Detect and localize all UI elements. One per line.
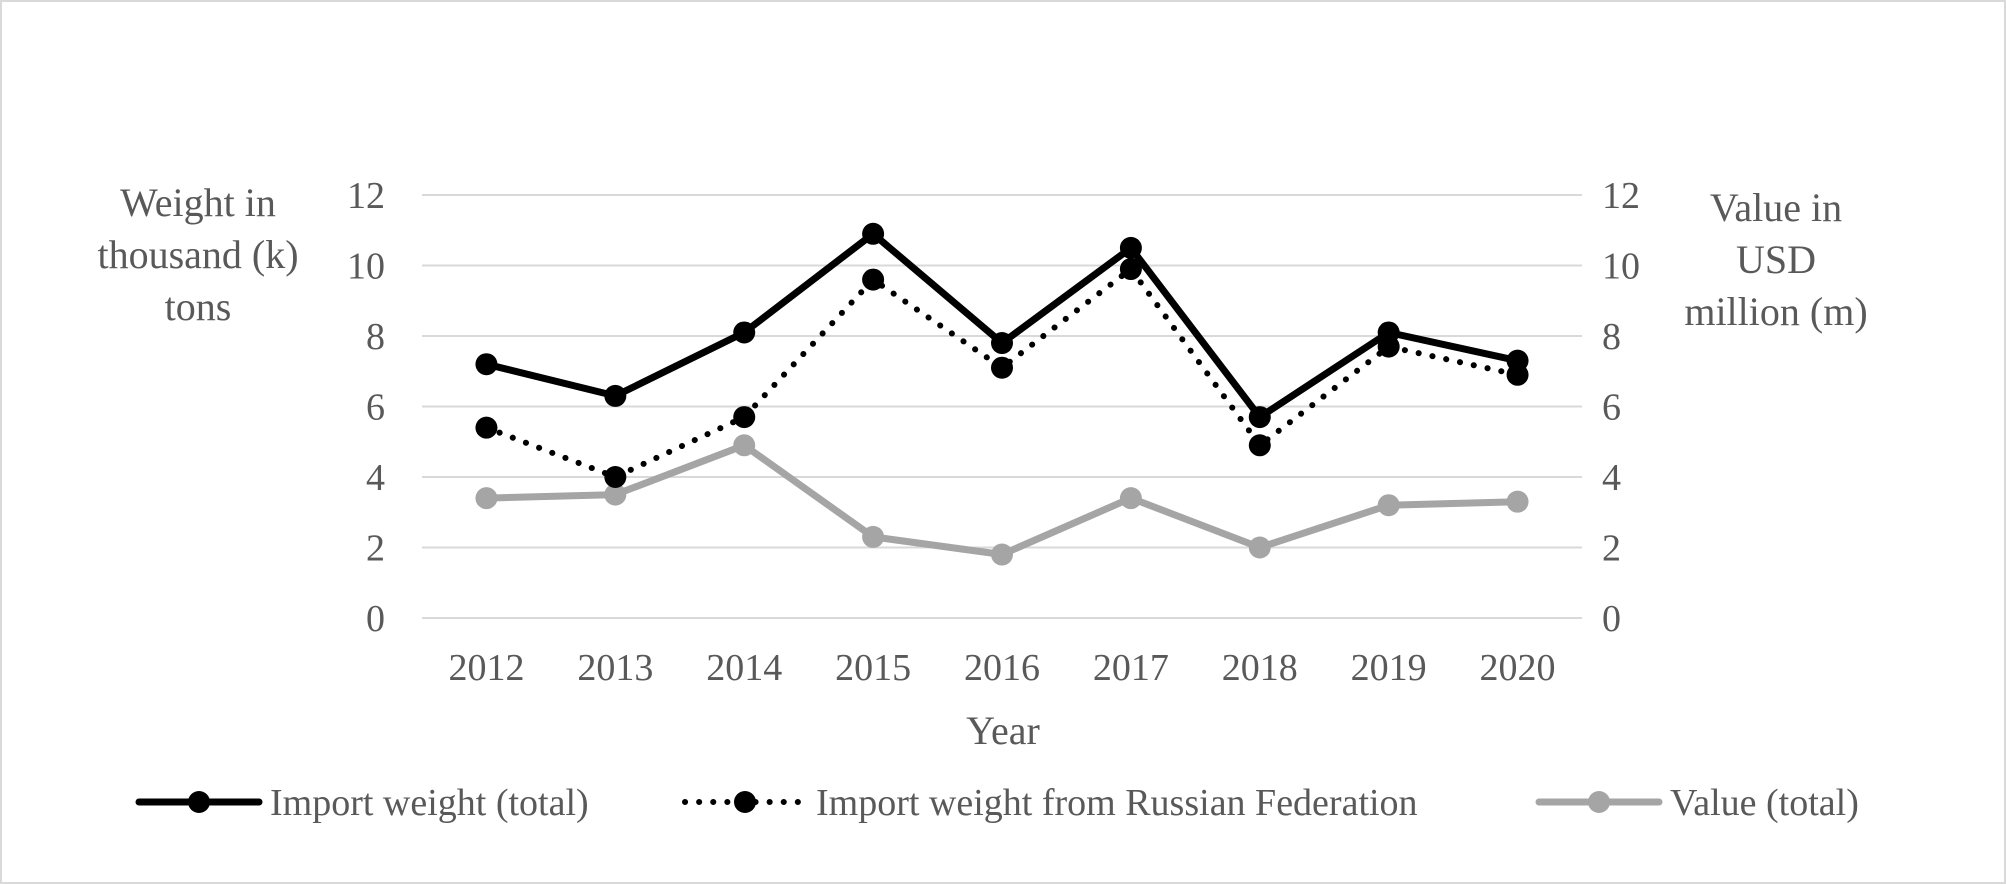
- y-right-tick-label: 10: [1602, 246, 1640, 288]
- axis-title-line: Value in: [1710, 185, 1842, 230]
- data-point: [1119, 236, 1142, 259]
- data-point: [1248, 434, 1271, 457]
- y-axis-left-title: Weight in thousand (k) tons: [97, 180, 298, 329]
- data-point: [1506, 490, 1529, 513]
- data-point: [604, 483, 627, 506]
- y-left-tick-label: 6: [366, 387, 385, 429]
- y-right-tick-label: 2: [1602, 528, 1621, 570]
- series-2: [475, 434, 1529, 566]
- data-point: [733, 434, 756, 457]
- data-point: [1506, 349, 1529, 372]
- series-line: [482, 230, 1522, 421]
- series-1: [475, 258, 1529, 488]
- series-line: [483, 266, 1521, 480]
- data-point: [733, 321, 756, 344]
- legend-item: Import weight (total): [135, 782, 589, 824]
- data-point: [1248, 406, 1271, 429]
- legend-label: Import weight (total): [270, 782, 589, 824]
- y-left-tick-label: 4: [366, 457, 385, 499]
- axis-title-line: tons: [165, 284, 232, 329]
- y-left-tick-label: 10: [347, 246, 385, 288]
- x-tick-label: 2014: [706, 647, 782, 689]
- y-left-tick-label: 0: [366, 598, 385, 640]
- x-tick-label: 2017: [1093, 647, 1169, 689]
- data-point: [862, 525, 885, 548]
- data-point: [1377, 321, 1400, 344]
- x-tick-label: 2013: [577, 647, 653, 689]
- data-point: [475, 487, 498, 510]
- data-point: [991, 332, 1013, 355]
- x-tick-label: 2020: [1480, 647, 1556, 689]
- legend-label: Import weight from Russian Federation: [816, 782, 1418, 824]
- axis-title-line: million (m): [1684, 289, 1867, 334]
- y-axis-right-title: Value in USD million (m): [1684, 185, 1867, 334]
- legend-label: Value (total): [1670, 782, 1859, 824]
- x-tick-label: 2012: [448, 647, 524, 689]
- y-right-tick-label: 12: [1602, 175, 1640, 217]
- legend-item: Value (total): [1535, 782, 1859, 824]
- legend-swatch-marker: [1588, 791, 1610, 813]
- x-tick-label: 2016: [964, 647, 1040, 689]
- axis-title-line: thousand (k): [97, 232, 298, 277]
- axis-title-line: USD: [1736, 237, 1816, 282]
- y-left-tick-label: 12: [347, 175, 385, 217]
- y-axis-right: 0 2 4 6 8 10 12: [1602, 175, 1640, 640]
- legend-item: Import weight from Russian Federation: [682, 782, 1418, 824]
- data-point: [1119, 487, 1142, 510]
- series-0: [475, 222, 1529, 429]
- data-point: [862, 268, 885, 291]
- data-point: [475, 416, 498, 439]
- y-left-tick-label: 2: [366, 528, 385, 570]
- x-tick-label: 2018: [1222, 647, 1298, 689]
- data-point: [604, 466, 627, 488]
- data-point: [991, 543, 1013, 566]
- axis-title-line: Weight in: [120, 180, 276, 225]
- legend: Import weight (total) Import weight from …: [135, 782, 1859, 824]
- data-point: [604, 384, 627, 407]
- y-right-tick-label: 4: [1602, 457, 1621, 499]
- legend-swatch-marker: [734, 791, 756, 813]
- data-point: [1377, 494, 1400, 517]
- x-axis-title: Year: [966, 708, 1040, 753]
- y-right-tick-label: 6: [1602, 387, 1621, 429]
- data-point: [475, 353, 498, 376]
- data-point: [733, 406, 756, 429]
- series-line: [482, 441, 1522, 558]
- data-point: [1119, 258, 1142, 281]
- y-right-tick-label: 0: [1602, 598, 1621, 640]
- x-tick-label: 2015: [835, 647, 911, 689]
- y-left-tick-label: 8: [366, 316, 385, 358]
- data-point: [991, 356, 1013, 379]
- legend-swatch-marker: [188, 791, 210, 813]
- y-axis-left: 0 2 4 6 8 10 12: [347, 175, 385, 640]
- series-layer: [475, 222, 1529, 566]
- data-point: [862, 222, 885, 245]
- x-axis: 2012 2013 2014 2015 2016 2017 2018 2019 2020: [448, 647, 1555, 689]
- x-tick-label: 2019: [1351, 647, 1427, 689]
- data-point: [1248, 536, 1271, 559]
- y-right-tick-label: 8: [1602, 316, 1621, 358]
